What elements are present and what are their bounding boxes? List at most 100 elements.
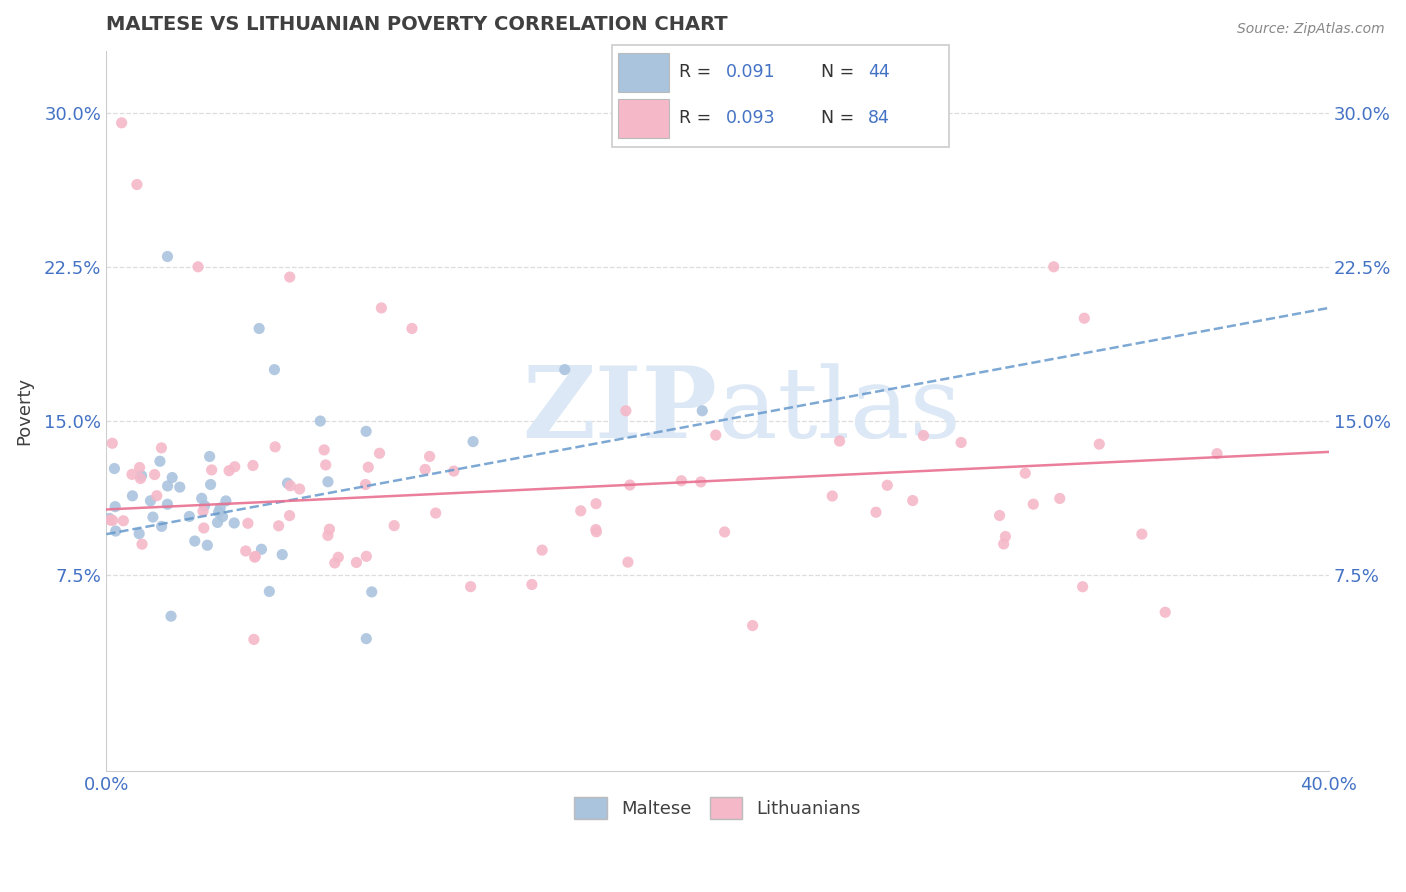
- Text: Source: ZipAtlas.com: Source: ZipAtlas.com: [1237, 22, 1385, 37]
- Point: [187, 260, 209, 274]
- Point: [309, 414, 332, 428]
- Point: [243, 550, 266, 565]
- Point: [401, 321, 423, 335]
- Point: [243, 632, 266, 647]
- FancyBboxPatch shape: [612, 45, 949, 147]
- Point: [125, 178, 148, 192]
- Point: [318, 522, 340, 536]
- Point: [460, 580, 482, 594]
- Point: [236, 516, 259, 531]
- Point: [103, 461, 125, 475]
- Point: [209, 501, 232, 516]
- Point: [271, 548, 294, 562]
- Point: [531, 543, 554, 558]
- Point: [1206, 447, 1229, 461]
- Text: 0.093: 0.093: [727, 110, 776, 128]
- Point: [704, 428, 727, 442]
- Point: [671, 474, 693, 488]
- Point: [1042, 260, 1064, 274]
- Text: 84: 84: [868, 110, 890, 128]
- Point: [101, 436, 124, 450]
- Point: [865, 505, 887, 519]
- Point: [195, 538, 218, 552]
- Point: [121, 467, 143, 482]
- Point: [1014, 466, 1036, 480]
- Point: [314, 442, 336, 457]
- Point: [1022, 497, 1045, 511]
- Point: [101, 513, 124, 527]
- Point: [988, 508, 1011, 523]
- Point: [247, 321, 270, 335]
- Point: [207, 505, 229, 519]
- Point: [179, 509, 201, 524]
- Point: [569, 504, 592, 518]
- Point: [156, 479, 179, 493]
- Point: [1154, 605, 1177, 619]
- Y-axis label: Poverty: Poverty: [15, 376, 32, 445]
- Point: [235, 544, 257, 558]
- Point: [413, 462, 436, 476]
- Point: [169, 480, 191, 494]
- Point: [218, 464, 240, 478]
- Point: [614, 403, 637, 417]
- Point: [1049, 491, 1071, 506]
- Point: [821, 489, 844, 503]
- Text: ZIP: ZIP: [523, 362, 717, 459]
- Point: [901, 493, 924, 508]
- Point: [121, 489, 143, 503]
- Point: [344, 556, 367, 570]
- Point: [316, 528, 339, 542]
- Point: [368, 446, 391, 460]
- Point: [690, 403, 713, 417]
- Point: [876, 478, 898, 492]
- Point: [160, 470, 183, 484]
- Point: [264, 440, 287, 454]
- Point: [201, 463, 224, 477]
- Point: [1071, 580, 1094, 594]
- Text: R =: R =: [679, 63, 711, 81]
- Point: [617, 555, 640, 569]
- Point: [278, 508, 301, 523]
- Point: [370, 301, 392, 315]
- Point: [263, 362, 285, 376]
- Point: [129, 471, 152, 485]
- Point: [315, 458, 337, 472]
- Point: [242, 458, 264, 473]
- Point: [1073, 311, 1095, 326]
- Text: MALTESE VS LITHUANIAN POVERTY CORRELATION CHART: MALTESE VS LITHUANIAN POVERTY CORRELATIO…: [107, 15, 728, 34]
- Point: [128, 526, 150, 541]
- Point: [354, 425, 377, 439]
- Point: [146, 489, 169, 503]
- Point: [207, 516, 229, 530]
- Point: [150, 441, 173, 455]
- Point: [149, 454, 172, 468]
- Point: [619, 478, 641, 492]
- Point: [156, 497, 179, 511]
- Text: R =: R =: [679, 110, 711, 128]
- Point: [104, 524, 127, 538]
- Point: [267, 518, 290, 533]
- Point: [828, 434, 851, 448]
- Text: 44: 44: [868, 63, 890, 81]
- FancyBboxPatch shape: [619, 99, 669, 138]
- Point: [191, 504, 214, 518]
- Point: [278, 270, 301, 285]
- Point: [689, 475, 711, 489]
- Text: atlas: atlas: [717, 363, 960, 458]
- Point: [520, 577, 543, 591]
- Point: [98, 513, 121, 527]
- Point: [425, 506, 447, 520]
- Point: [461, 434, 484, 449]
- Point: [98, 511, 121, 525]
- Point: [139, 493, 162, 508]
- Point: [585, 524, 607, 539]
- Point: [419, 450, 441, 464]
- Point: [150, 519, 173, 533]
- FancyBboxPatch shape: [619, 53, 669, 92]
- Point: [112, 514, 135, 528]
- Text: N =: N =: [821, 63, 853, 81]
- Point: [585, 523, 607, 537]
- Point: [128, 460, 150, 475]
- Point: [354, 477, 377, 491]
- Point: [356, 549, 378, 564]
